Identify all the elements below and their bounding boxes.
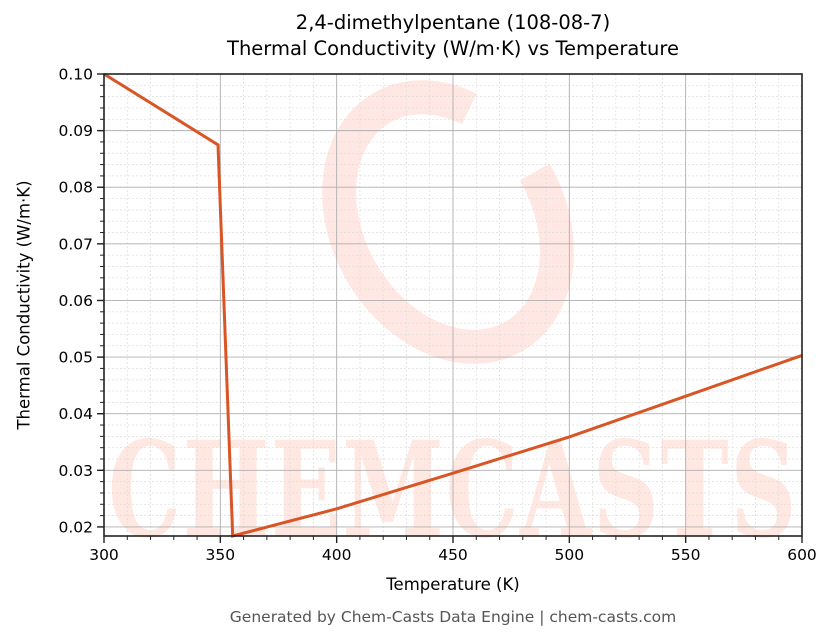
x-tick-label: 350 [206, 546, 236, 564]
y-axis-ticks: 0.02 0.03 0.04 0.05 0.06 0.07 0.08 0.09 0.10 [58, 66, 104, 536]
y-tick-label: 0.03 [58, 462, 93, 480]
chart-title-compound: 2,4-dimethylpentane (108-08-7) [295, 11, 611, 34]
y-tick-label: 0.05 [58, 349, 93, 367]
chart-title-property: Thermal Conductivity (W/m·K) vs Temperat… [227, 37, 679, 60]
watermark-circle [322, 80, 574, 364]
x-axis-ticks: 300 350 400 450 500 550 600 [89, 536, 817, 564]
x-tick-label: 450 [438, 546, 468, 564]
watermark-text: CHEMCASTS [108, 413, 798, 568]
x-tick-label: 500 [555, 546, 585, 564]
y-tick-label: 0.08 [58, 179, 93, 197]
y-tick-label: 0.04 [58, 405, 93, 423]
x-tick-label: 400 [322, 546, 352, 564]
y-tick-label: 0.07 [58, 235, 93, 253]
x-axis-label: Temperature (K) [386, 575, 520, 594]
y-tick-label: 0.02 [58, 518, 93, 536]
x-tick-label: 600 [787, 546, 817, 564]
x-tick-label: 550 [671, 546, 701, 564]
data-series-line [103, 72, 803, 538]
footer-credit: Generated by Chem-Casts Data Engine | ch… [229, 608, 677, 626]
y-tick-label: 0.06 [58, 292, 93, 310]
x-tick-label: 300 [89, 546, 119, 564]
y-tick-label: 0.10 [58, 66, 93, 84]
y-axis-label: Thermal Conductivity (W/m·K) [14, 180, 34, 430]
series-line [103, 72, 803, 538]
y-tick-label: 0.09 [58, 122, 93, 140]
